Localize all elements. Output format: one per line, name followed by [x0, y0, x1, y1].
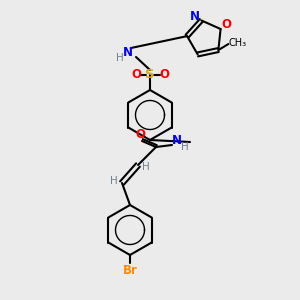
Text: S: S [145, 68, 155, 82]
Text: O: O [131, 68, 141, 80]
Text: Br: Br [123, 265, 137, 278]
Text: N: N [190, 10, 200, 23]
Text: H: H [142, 162, 150, 172]
Text: H: H [181, 142, 189, 152]
Text: N: N [172, 134, 182, 146]
Text: O: O [135, 128, 145, 140]
Text: N: N [123, 46, 133, 59]
Text: O: O [222, 19, 232, 32]
Text: O: O [159, 68, 169, 80]
Text: H: H [110, 176, 118, 186]
Text: CH₃: CH₃ [228, 38, 246, 48]
Text: H: H [116, 53, 124, 63]
